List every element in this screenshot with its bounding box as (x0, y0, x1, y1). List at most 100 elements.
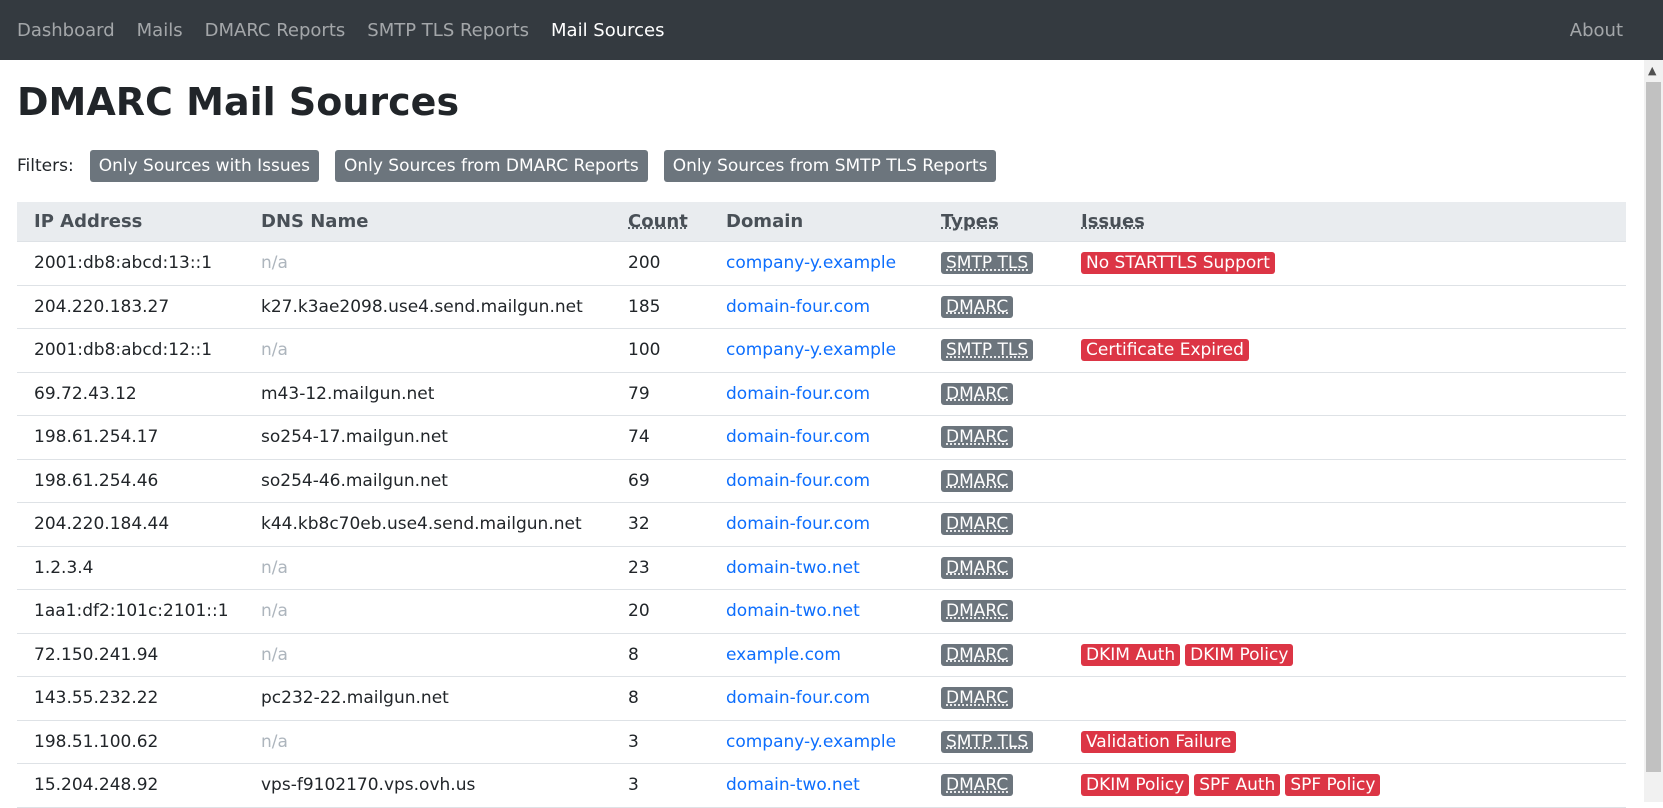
table-row: 1.2.3.4 n/a 23 domain-two.net DMARC (17, 546, 1626, 590)
ip-address: 198.51.100.62 (17, 720, 244, 764)
nav-about[interactable]: About (1569, 19, 1623, 41)
dns-name: n/a (244, 546, 611, 590)
ip-address: 72.150.241.94 (17, 633, 244, 677)
type-badge: DMARC (941, 643, 1014, 666)
column-header[interactable]: Count (611, 202, 709, 242)
content: DMARC Mail Sources Filters: Only Sources… (17, 60, 1626, 808)
dns-name: n/a (244, 241, 611, 286)
count: 74 (611, 415, 709, 460)
types-cell: SMTP TLS (924, 241, 1064, 286)
issues-cell (1064, 285, 1626, 329)
ip-address: 198.61.254.17 (17, 415, 244, 460)
issue-badge: SPF Auth (1194, 774, 1281, 797)
dns-name: n/a (244, 589, 611, 634)
domain-link[interactable]: domain-two.net (709, 546, 924, 590)
table-row: 198.51.100.62 n/a 3 company-y.example SMTP T… (17, 720, 1626, 764)
column-header[interactable]: Domain (709, 202, 924, 242)
domain-link[interactable]: domain-four.com (709, 415, 924, 460)
column-header[interactable]: Issues (1064, 202, 1626, 242)
column-header: IP Address (17, 202, 244, 242)
count: 100 (611, 328, 709, 373)
ip-address: 69.72.43.12 (17, 372, 244, 416)
issues-cell: DKIM Auth DKIM Policy (1064, 633, 1626, 677)
types-cell: DMARC (924, 415, 1064, 460)
domain-link[interactable]: domain-four.com (709, 285, 924, 329)
type-badge: SMTP TLS (941, 730, 1034, 753)
ip-address: 204.220.184.44 (17, 502, 244, 547)
nav-link[interactable]: Dashboard (17, 19, 115, 41)
domain-link[interactable]: domain-two.net (709, 763, 924, 808)
filters-label: Filters: (17, 156, 74, 176)
filter-button[interactable]: Only Sources from SMTP TLS Reports (663, 150, 997, 182)
count: 79 (611, 372, 709, 416)
types-cell: DMARC (924, 459, 1064, 503)
type-badge: DMARC (941, 774, 1014, 797)
type-badge: SMTP TLS (941, 252, 1034, 275)
count: 3 (611, 763, 709, 808)
issues-cell: Validation Failure (1064, 720, 1626, 764)
sources-table: IP Address DNS Name Count Domain Types Issues… (17, 202, 1626, 808)
domain-link[interactable]: domain-four.com (709, 676, 924, 721)
types-cell: DMARC (924, 763, 1064, 808)
count: 200 (611, 241, 709, 286)
page-title: DMARC Mail Sources (17, 80, 460, 124)
issue-badge: No STARTTLS Support (1081, 252, 1275, 275)
table-row: 143.55.232.22 pc232-22.mailgun.net 8 domain… (17, 676, 1626, 721)
dns-name: k27.k3ae2098.use4.send.mailgun.net (244, 285, 611, 329)
domain-link[interactable]: company-y.example (709, 241, 924, 286)
issue-badge: DKIM Policy (1185, 643, 1294, 666)
count: 8 (611, 676, 709, 721)
navbar: Dashboard Mails DMARC Reports SMTP TLS Repo… (0, 0, 1663, 60)
domain-link[interactable]: company-y.example (709, 720, 924, 764)
scrollbar[interactable]: ▲ (1644, 60, 1663, 802)
dns-name: so254-46.mailgun.net (244, 459, 611, 503)
type-badge: DMARC (941, 600, 1014, 623)
table-row: 69.72.43.12 m43-12.mailgun.net 79 domain-fo… (17, 372, 1626, 416)
domain-link[interactable]: example.com (709, 633, 924, 677)
dns-name: vps-f9102170.vps.ovh.us (244, 763, 611, 808)
dns-name: n/a (244, 633, 611, 677)
table-row: 15.204.248.92 vps-f9102170.vps.ovh.us 3 dom… (17, 763, 1626, 808)
types-cell: DMARC (924, 676, 1064, 721)
domain-link[interactable]: domain-two.net (709, 589, 924, 634)
table-row: 72.150.241.94 n/a 8 example.com DMARC DKIM Au… (17, 633, 1626, 677)
dns-name: pc232-22.mailgun.net (244, 676, 611, 721)
table-row: 2001:db8:abcd:12::1 n/a 100 company-y.examp… (17, 328, 1626, 373)
domain-link[interactable]: company-y.example (709, 328, 924, 373)
type-badge: DMARC (941, 556, 1014, 579)
issues-cell (1064, 546, 1626, 590)
domain-link[interactable]: domain-four.com (709, 502, 924, 547)
column-header[interactable]: Types (924, 202, 1064, 242)
nav-link[interactable]: Mail Sources (551, 19, 665, 41)
dns-name: n/a (244, 328, 611, 373)
types-cell: SMTP TLS (924, 328, 1064, 373)
filter-button[interactable]: Only Sources from DMARC Reports (334, 150, 648, 182)
ip-address: 2001:db8:abcd:12::1 (17, 328, 244, 373)
ip-address: 2001:db8:abcd:13::1 (17, 241, 244, 286)
types-cell: DMARC (924, 546, 1064, 590)
type-badge: SMTP TLS (941, 339, 1034, 362)
type-badge: DMARC (941, 295, 1014, 318)
issues-cell: No STARTTLS Support (1064, 241, 1626, 286)
types-cell: DMARC (924, 633, 1064, 677)
nav-link[interactable]: DMARC Reports (204, 19, 346, 41)
nav-link[interactable]: SMTP TLS Reports (367, 19, 530, 41)
dns-name: k44.kb8c70eb.use4.send.mailgun.net (244, 502, 611, 547)
issues-cell (1064, 372, 1626, 416)
issues-cell (1064, 415, 1626, 460)
types-cell: DMARC (924, 502, 1064, 547)
nav-link[interactable]: Mails (136, 19, 183, 41)
domain-link[interactable]: domain-four.com (709, 372, 924, 416)
count: 3 (611, 720, 709, 764)
issue-badge: DKIM Policy (1081, 774, 1190, 797)
domain-link[interactable]: domain-four.com (709, 459, 924, 503)
count: 32 (611, 502, 709, 547)
issue-badge: SPF Policy (1285, 774, 1381, 797)
issues-cell: DKIM Policy SPF Auth SPF Policy (1064, 763, 1626, 808)
types-cell: DMARC (924, 372, 1064, 416)
filter-button[interactable]: Only Sources with Issues (89, 150, 319, 182)
count: 8 (611, 633, 709, 677)
types-cell: SMTP TLS (924, 720, 1064, 764)
issues-cell (1064, 459, 1626, 503)
table-row: 2001:db8:abcd:13::1 n/a 200 company-y.examp… (17, 241, 1626, 286)
